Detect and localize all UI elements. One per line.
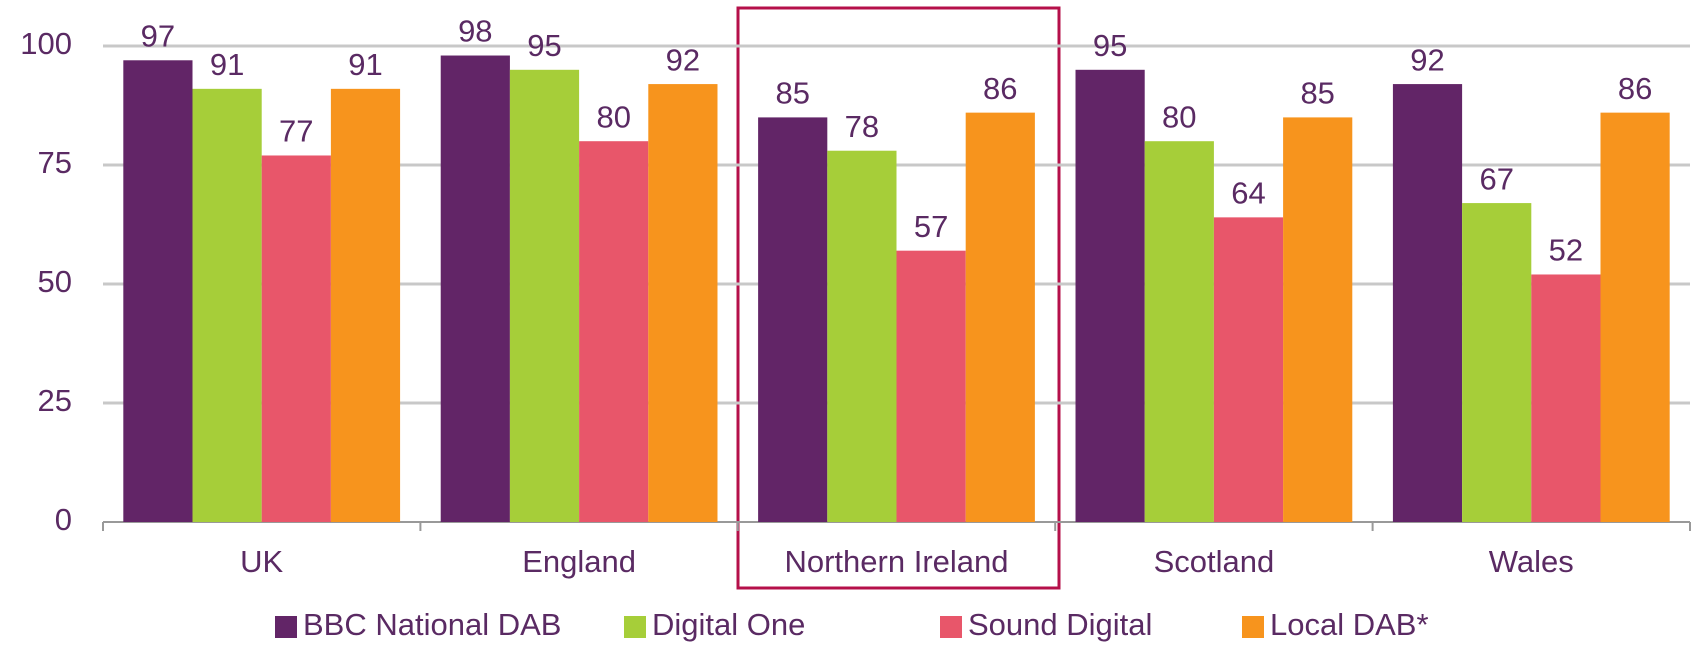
y-tick-label: 100 bbox=[20, 26, 72, 61]
bar bbox=[123, 60, 193, 522]
data-label: 80 bbox=[1162, 99, 1196, 134]
y-tick-label: 75 bbox=[38, 145, 72, 180]
data-label: 86 bbox=[983, 71, 1017, 106]
bar bbox=[1462, 203, 1532, 522]
legend-swatch bbox=[1242, 616, 1264, 638]
data-label: 80 bbox=[596, 99, 630, 134]
data-label: 98 bbox=[458, 14, 492, 49]
data-label: 91 bbox=[348, 47, 382, 82]
data-label: 95 bbox=[527, 28, 561, 63]
y-tick-label: 50 bbox=[38, 264, 72, 299]
x-tick-label: UK bbox=[240, 544, 283, 579]
bar bbox=[509, 69, 580, 523]
y-tick-label: 0 bbox=[55, 502, 72, 537]
bar bbox=[440, 55, 510, 523]
bar bbox=[1213, 217, 1284, 523]
data-label: 78 bbox=[845, 109, 879, 144]
y-tick-label: 25 bbox=[38, 383, 72, 418]
x-tick-label: England bbox=[522, 544, 636, 579]
bar bbox=[192, 88, 262, 522]
x-tick-label: Scotland bbox=[1154, 544, 1275, 579]
data-label: 67 bbox=[1479, 161, 1513, 196]
bar bbox=[1283, 117, 1353, 523]
data-label: 64 bbox=[1231, 176, 1265, 211]
legend-label: Local DAB* bbox=[1270, 607, 1429, 642]
data-label: 77 bbox=[279, 114, 313, 149]
x-tick-label: Wales bbox=[1489, 544, 1574, 579]
data-label: 92 bbox=[1410, 42, 1444, 77]
legend-swatch bbox=[940, 616, 962, 638]
bar bbox=[1144, 141, 1214, 522]
bar bbox=[1600, 112, 1670, 522]
data-label: 57 bbox=[914, 209, 948, 244]
bar bbox=[1531, 274, 1601, 522]
bar bbox=[330, 88, 401, 522]
bar bbox=[758, 117, 828, 523]
legend-swatch bbox=[275, 616, 297, 638]
highlight-box bbox=[736, 6, 1061, 590]
data-label: 85 bbox=[1300, 76, 1334, 111]
data-label: 86 bbox=[1618, 71, 1652, 106]
bar bbox=[827, 150, 897, 522]
legend-label: Sound Digital bbox=[968, 607, 1152, 642]
data-label: 52 bbox=[1549, 233, 1583, 268]
bar bbox=[1392, 84, 1463, 522]
data-label: 97 bbox=[141, 18, 175, 53]
x-tick-label: Northern Ireland bbox=[784, 544, 1008, 579]
bar bbox=[965, 112, 1035, 522]
legend-label: Digital One bbox=[652, 607, 805, 642]
bar bbox=[1075, 69, 1145, 523]
data-label: 95 bbox=[1093, 28, 1127, 63]
bar bbox=[261, 155, 331, 523]
data-label: 92 bbox=[666, 42, 700, 77]
data-label: 91 bbox=[210, 47, 244, 82]
data-label: 85 bbox=[775, 76, 809, 111]
bar bbox=[648, 84, 718, 522]
bar bbox=[896, 250, 966, 522]
bar bbox=[579, 141, 649, 522]
legend-label: BBC National DAB bbox=[303, 607, 561, 642]
legend-swatch bbox=[624, 616, 646, 638]
